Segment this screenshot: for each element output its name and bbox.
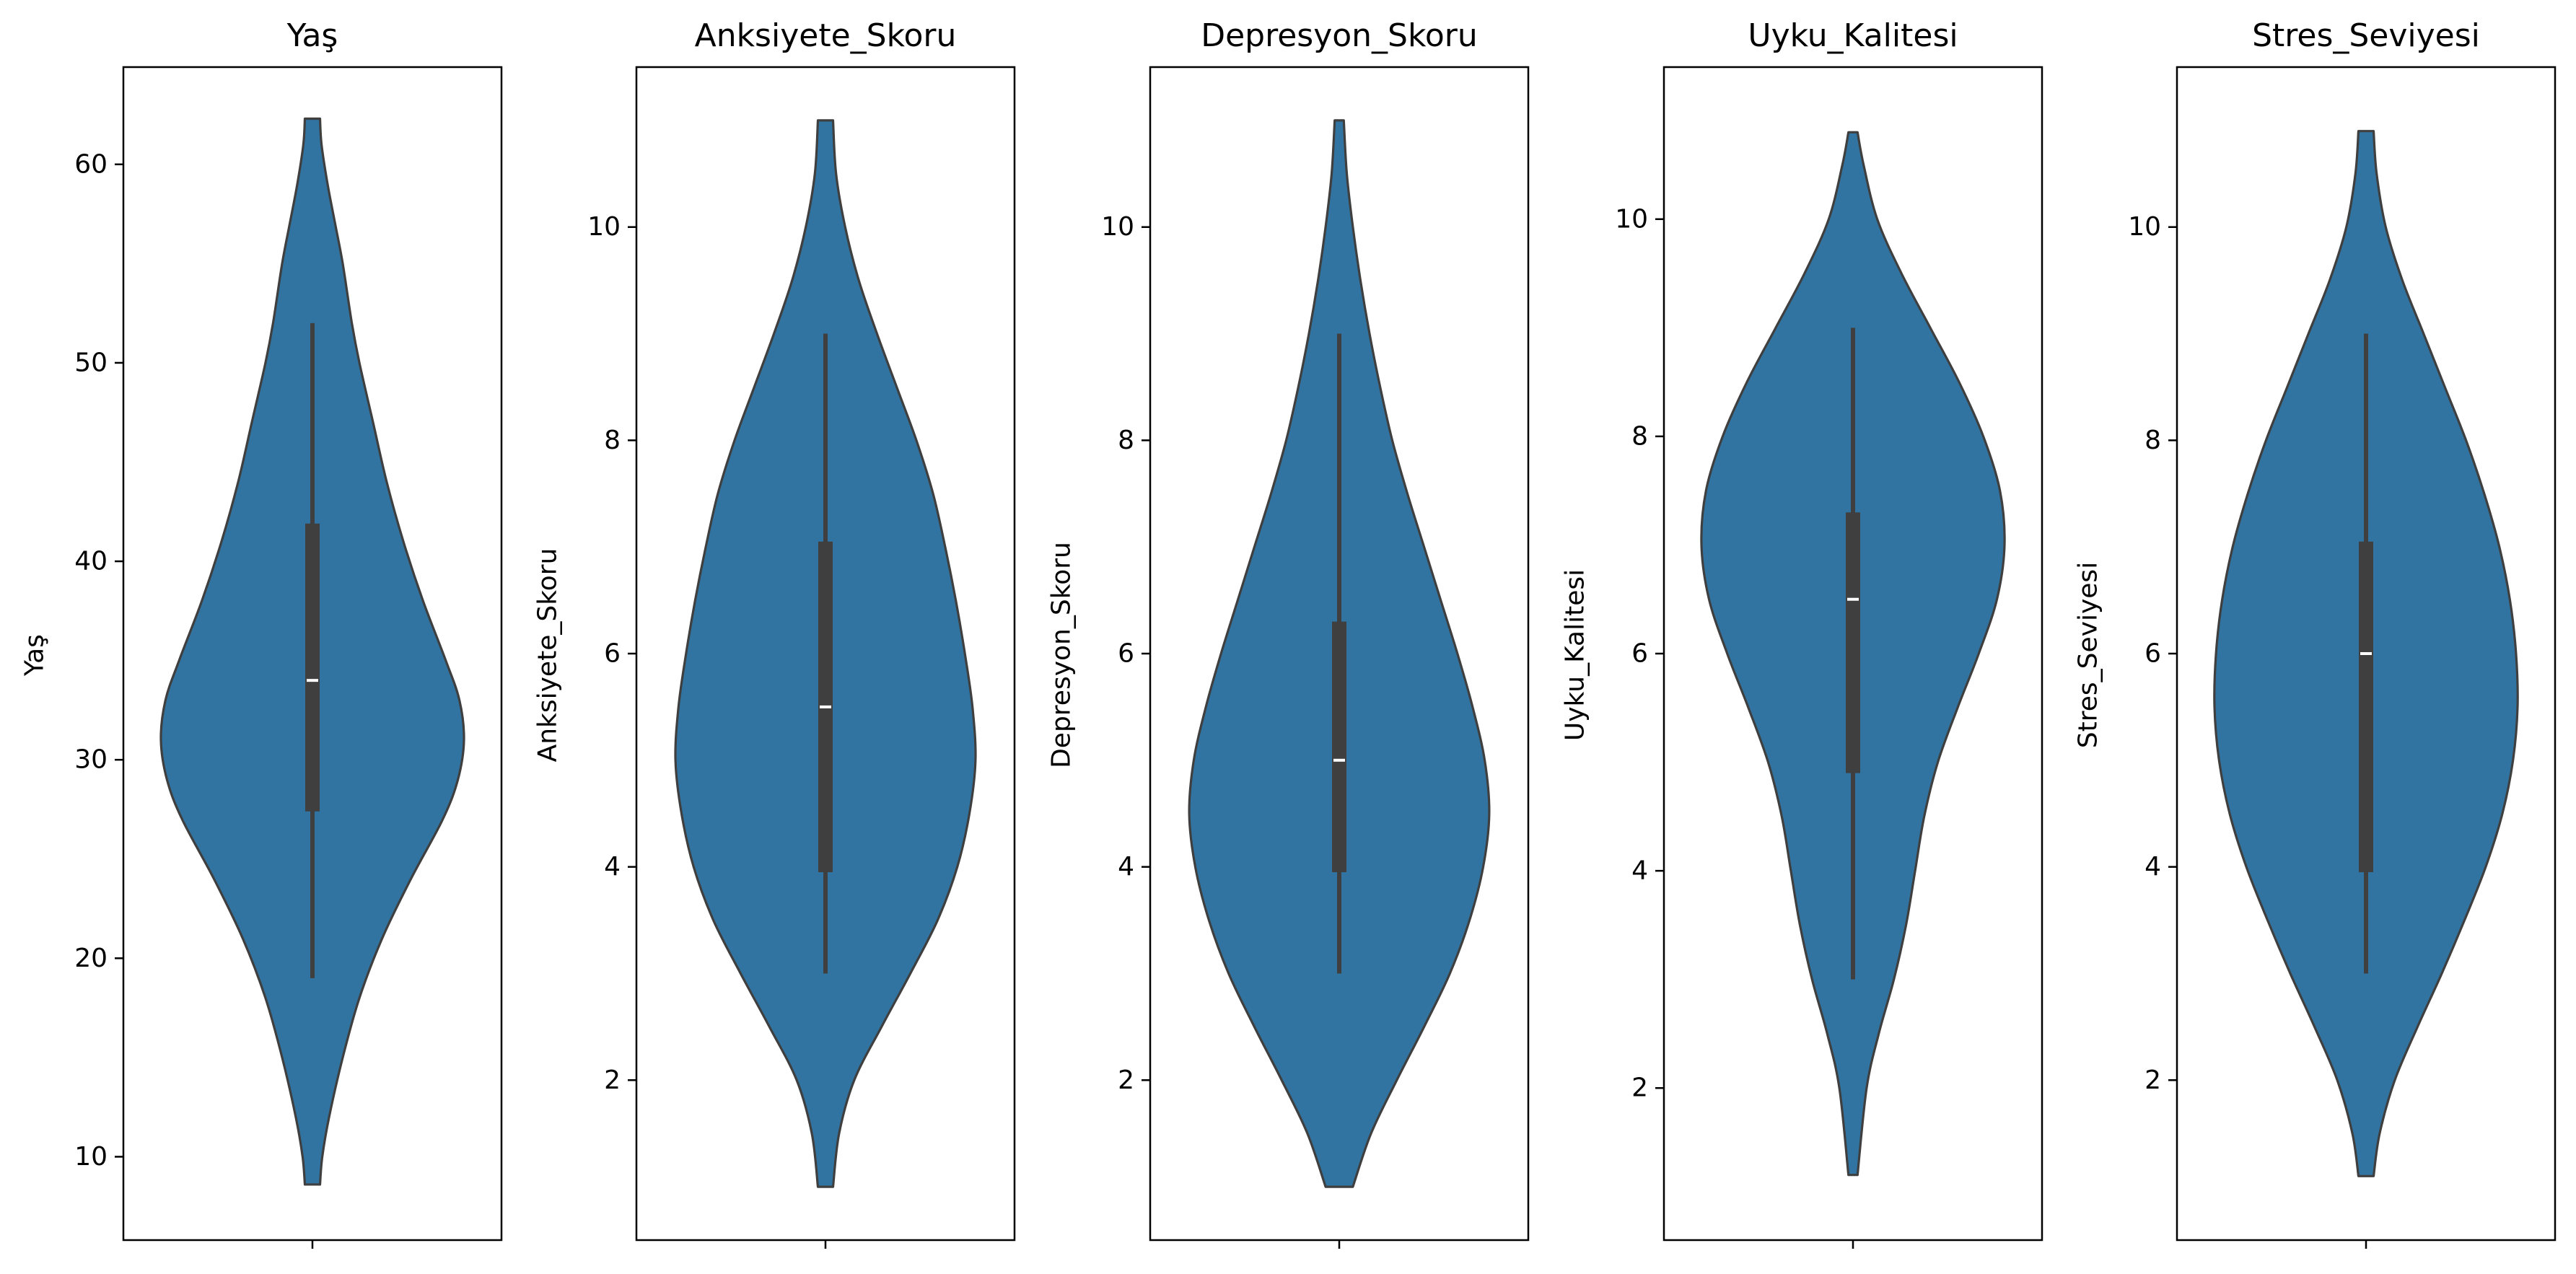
y-tick-label: 40 xyxy=(74,547,108,576)
subplot-title: Uyku_Kalitesi xyxy=(1748,17,1958,54)
subplot-1: 10 20 30 40 50 60 Yaş Yaş xyxy=(20,17,503,1249)
y-tick-label: 8 xyxy=(1118,426,1134,455)
y-tick-label: 6 xyxy=(604,639,621,669)
y-tick-label: 10 xyxy=(587,212,621,242)
y-tick-label: 20 xyxy=(74,944,108,973)
subplot-title: Anksiyete_Skoru xyxy=(695,17,957,54)
y-tick-label: 10 xyxy=(1101,212,1134,242)
subplot-grid: 10 20 30 40 50 60 Yaş Yaş 2 4 6 8 10 Anksiyete_Skoru A… xyxy=(20,17,2557,1249)
subplot-5: 2 4 6 8 10 Stres_Seviyesi Stres_Seviyesi xyxy=(2074,17,2557,1249)
subplot-3: 2 4 6 8 10 Depresyon_Skoru Depresyon_Skoru xyxy=(1047,17,1530,1249)
y-tick-label: 4 xyxy=(1631,856,1648,886)
y-tick-label: 2 xyxy=(1118,1066,1134,1095)
y-tick-label: 2 xyxy=(604,1066,621,1095)
y-tick-label: 6 xyxy=(1118,639,1134,669)
y-tick-label: 6 xyxy=(2145,639,2161,669)
y-tick-label: 10 xyxy=(1615,204,1648,234)
y-tick-label: 2 xyxy=(1631,1073,1648,1103)
violin-iqr-box xyxy=(305,523,320,812)
y-axis-label: Yaş xyxy=(20,634,50,677)
subplot-4: 2 4 6 8 10 Uyku_Kalitesi Uyku_Kalitesi xyxy=(1561,17,2043,1249)
y-axis-label: Uyku_Kalitesi xyxy=(1561,569,1590,741)
violin-iqr-box xyxy=(2359,541,2373,873)
y-tick-label: 8 xyxy=(1631,421,1648,451)
y-tick-label: 6 xyxy=(1631,639,1648,669)
y-tick-label: 30 xyxy=(74,745,108,775)
y-tick-label: 4 xyxy=(2145,852,2161,882)
y-tick-label: 2 xyxy=(2145,1066,2161,1095)
y-axis-label: Anksiyete_Skoru xyxy=(533,548,563,763)
subplot-title: Depresyon_Skoru xyxy=(1201,17,1478,54)
y-tick-label: 4 xyxy=(1118,852,1134,882)
subplot-2: 2 4 6 8 10 Anksiyete_Skoru Anksiyete_Skoru xyxy=(533,17,1016,1249)
subplot-title: Stres_Seviyesi xyxy=(2252,17,2480,54)
subplot-title: Yaş xyxy=(286,17,338,54)
violin-iqr-box xyxy=(1846,512,1860,773)
y-tick-label: 50 xyxy=(74,348,108,377)
y-tick-label: 4 xyxy=(604,852,621,882)
y-tick-label: 8 xyxy=(604,426,621,455)
y-tick-label: 10 xyxy=(74,1142,108,1172)
y-tick-label: 8 xyxy=(2145,426,2161,455)
y-tick-label: 10 xyxy=(2128,212,2161,242)
y-axis-label: Stres_Seviyesi xyxy=(2074,562,2103,748)
y-axis-label: Depresyon_Skoru xyxy=(1047,542,1077,768)
y-tick-label: 60 xyxy=(74,149,108,179)
violin-iqr-box xyxy=(1332,621,1346,873)
